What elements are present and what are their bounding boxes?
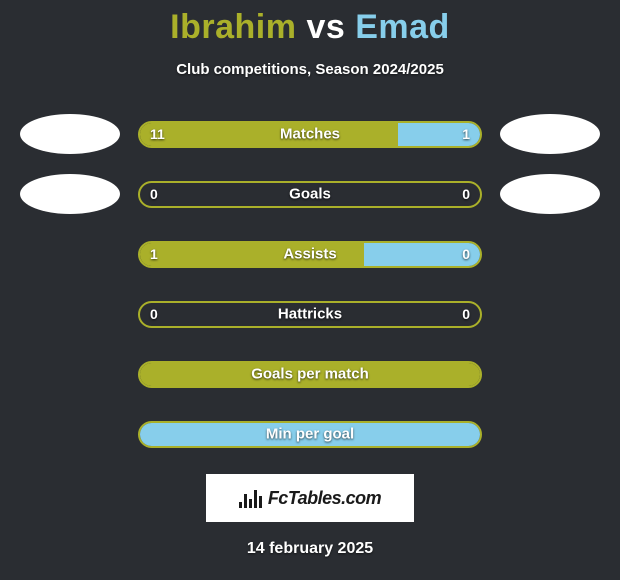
stat-value-p1: 0 [150, 186, 158, 202]
stat-value-p1: 0 [150, 306, 158, 322]
stat-bar: Matches111 [138, 121, 482, 148]
stat-row: Hattricks 0 0 [0, 294, 620, 334]
stat-row: Matches111 [0, 114, 620, 154]
player1-avatar [20, 174, 120, 214]
stats-container: Matches111Goals00Assists10Hattricks00Goa… [0, 114, 620, 454]
stat-bar: Min per goal [138, 421, 482, 448]
player2-avatar [500, 174, 600, 214]
stat-value-p2: 0 [462, 306, 470, 322]
avatar-spacer [500, 294, 600, 334]
bar-fill-p1 [140, 123, 398, 146]
stat-label: Matches [280, 126, 340, 143]
stat-value-p1: 11 [150, 126, 165, 142]
avatar-spacer [500, 354, 600, 394]
footer-logo-text: FcTables.com [268, 488, 381, 509]
avatar-spacer [20, 414, 120, 454]
logo-bars-icon [239, 488, 262, 508]
stat-value-p1: 1 [150, 246, 158, 262]
stat-row: Goals per match [0, 354, 620, 394]
stat-bar: Goals 0 0 [138, 181, 482, 208]
player2-name: Emad [355, 8, 450, 46]
stat-row: Min per goal [0, 414, 620, 454]
avatar-spacer [20, 354, 120, 394]
stat-label: Goals per match [251, 366, 369, 383]
stat-value-p2: 1 [462, 126, 470, 142]
stat-label: Min per goal [266, 426, 354, 443]
stat-value-p2: 0 [462, 186, 470, 202]
avatar-spacer [500, 414, 600, 454]
stat-row: Assists 1 0 [0, 234, 620, 274]
avatar-spacer [20, 294, 120, 334]
player2-avatar [500, 114, 600, 154]
stat-label: Goals [289, 186, 331, 203]
footer-date: 14 february 2025 [0, 540, 620, 558]
subtitle: Club competitions, Season 2024/2025 [0, 61, 620, 78]
footer-logo: FcTables.com [206, 474, 414, 522]
stat-row: Goals 0 0 [0, 174, 620, 214]
stat-label: Hattricks [278, 306, 342, 323]
player1-avatar [20, 114, 120, 154]
stat-bar: Hattricks 0 0 [138, 301, 482, 328]
card-root: Ibrahim vs Emad Club competitions, Seaso… [0, 0, 620, 558]
avatar-spacer [20, 234, 120, 274]
stat-bar: Assists 1 0 [138, 241, 482, 268]
avatar-spacer [500, 234, 600, 274]
player1-name: Ibrahim [170, 8, 296, 46]
stat-label: Assists [283, 246, 336, 263]
stat-bar: Goals per match [138, 361, 482, 388]
page-title: Ibrahim vs Emad [0, 8, 620, 47]
stat-value-p2: 0 [462, 246, 470, 262]
vs-label: vs [306, 8, 345, 46]
